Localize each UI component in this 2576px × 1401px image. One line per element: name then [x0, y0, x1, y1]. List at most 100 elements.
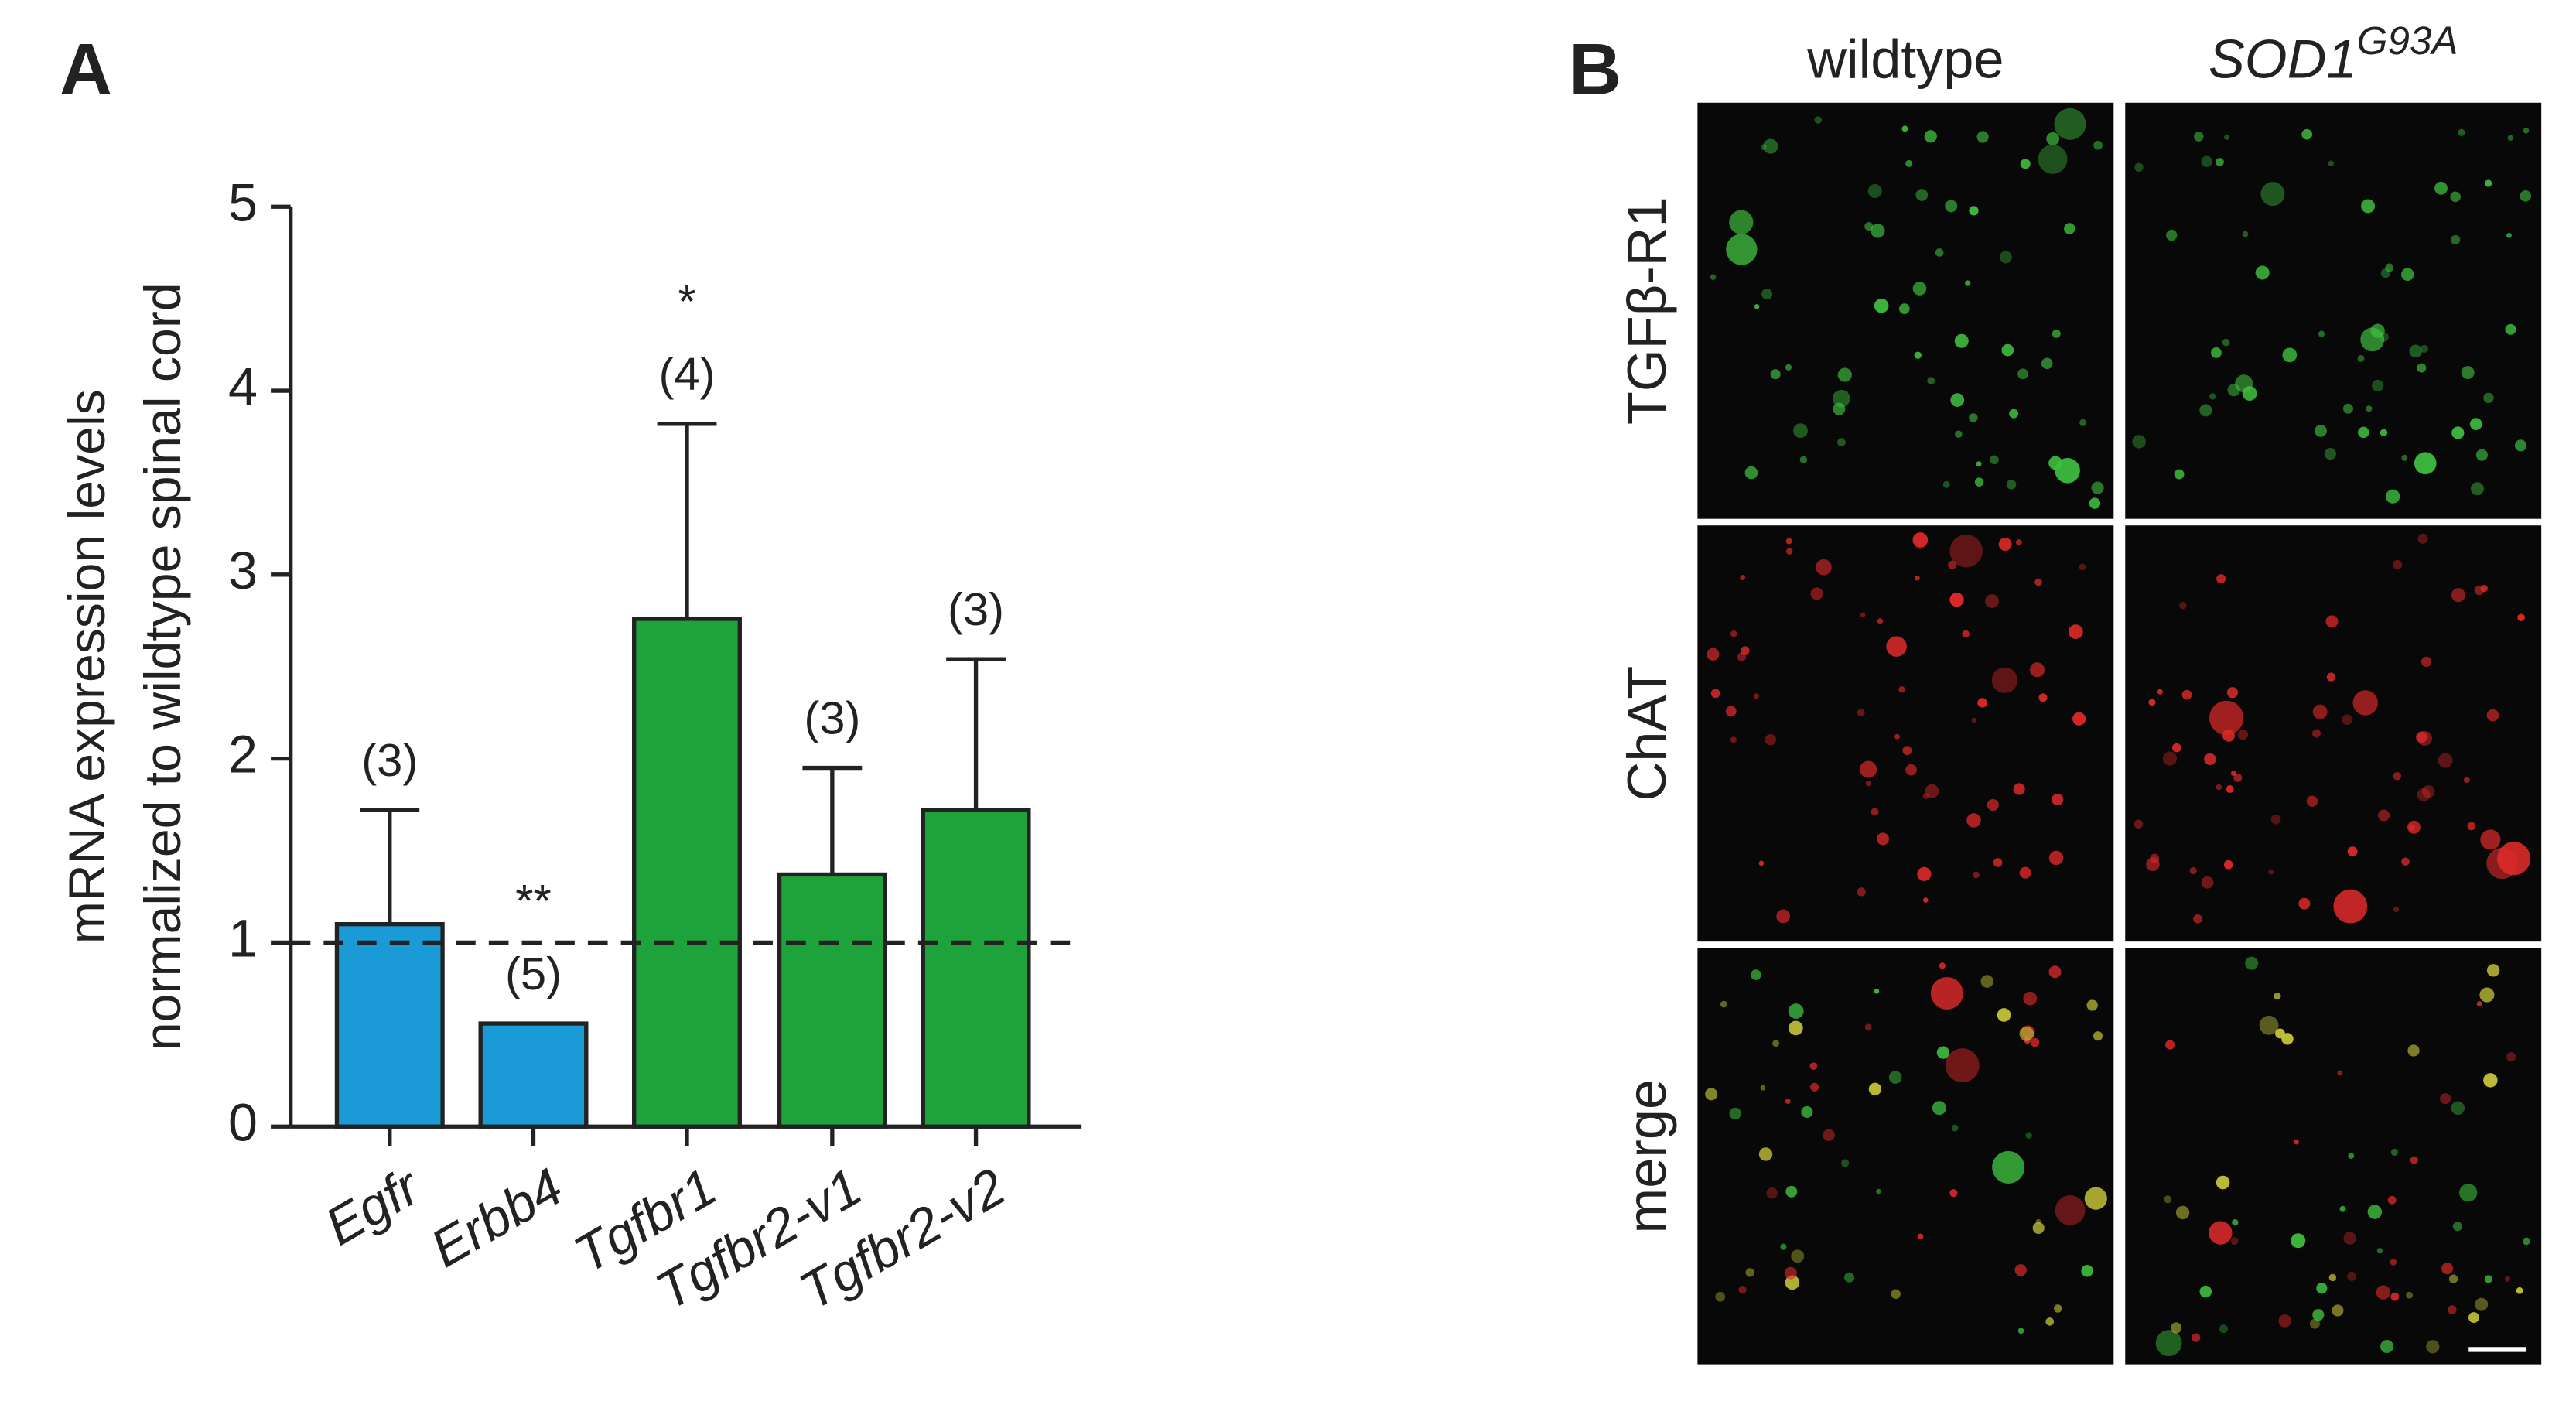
cell: [2348, 1153, 2355, 1159]
cell: [2162, 751, 2178, 766]
cell: [2268, 869, 2274, 875]
cell: [2013, 783, 2025, 795]
cell: [2434, 181, 2448, 195]
cell: [1923, 897, 1929, 903]
cell: [2347, 846, 2358, 857]
cell: [2048, 965, 2062, 979]
cell: [1857, 709, 1865, 717]
cell: [1776, 909, 1791, 924]
cell: [1791, 1249, 1805, 1263]
cell: [1730, 630, 1737, 637]
y-tick-label: 5: [228, 173, 258, 232]
cell: [2316, 1283, 2328, 1294]
cell: [2242, 231, 2249, 237]
cell: [2081, 1265, 2093, 1277]
cell: [1761, 289, 1773, 300]
cell: [2209, 393, 2216, 400]
cell: [1837, 438, 1846, 446]
cell: [2417, 533, 2428, 544]
row-label: TGFβ-R1: [1616, 196, 1677, 425]
cell: [2360, 327, 2385, 352]
cell: [1784, 1266, 1797, 1280]
cell: [2175, 1205, 2190, 1220]
cell: [1823, 1129, 1835, 1141]
cell: [1886, 636, 1907, 657]
cell: [1715, 1291, 1726, 1302]
cell: [1962, 630, 1970, 638]
cell: [2093, 1031, 2103, 1041]
cell: [2301, 128, 2313, 140]
cell: [1901, 125, 1908, 132]
cell: [1992, 1150, 2025, 1184]
cell: [2091, 481, 2104, 494]
cell: [1999, 251, 2012, 264]
cell: [2380, 429, 2388, 437]
cell: [2328, 160, 2335, 166]
cell: [1766, 1187, 1778, 1199]
cell: [2192, 1333, 2201, 1342]
cell: [1935, 248, 1944, 257]
cell: [2440, 1093, 2451, 1105]
cell: [1770, 369, 1781, 380]
cell: [2025, 1132, 2032, 1139]
cell: [1785, 364, 1792, 371]
cell: [1816, 559, 1832, 576]
cell: [2514, 439, 2527, 452]
cell: [1912, 282, 1927, 296]
cell: [1945, 200, 1958, 213]
cell: [2469, 418, 2482, 430]
cell: [1894, 733, 1900, 740]
cell: [2315, 425, 2327, 437]
cell: [1874, 989, 1880, 994]
cell: [1844, 1272, 1855, 1283]
cell: [1876, 1188, 1881, 1194]
cell: [2306, 795, 2318, 807]
cell: [2451, 426, 2465, 439]
column-label: wildtype: [1806, 28, 2004, 89]
cell: [2486, 964, 2500, 977]
cell: [2407, 1044, 2420, 1057]
bar: [632, 617, 742, 1129]
cell: [2376, 1285, 2391, 1300]
cell: [2343, 1232, 2356, 1245]
cell: [2216, 1175, 2230, 1190]
cell: [2242, 386, 2257, 402]
cell: [2406, 1291, 2414, 1299]
cell: [2393, 772, 2402, 781]
cell: [1950, 393, 1965, 407]
cell: [1949, 593, 1964, 607]
cell: [1720, 1000, 1727, 1008]
cell: [2282, 347, 2298, 363]
cell: [2055, 458, 2080, 484]
cell: [2309, 1318, 2320, 1329]
cell: [1898, 303, 1910, 314]
cell: [2328, 1273, 2337, 1282]
cell: [2023, 991, 2038, 1006]
cell: [1977, 698, 1987, 708]
cell: [2479, 987, 2495, 1003]
cell: [1799, 456, 1808, 463]
cell: [2068, 624, 2083, 639]
cell: [1891, 1289, 1901, 1299]
cell: [2015, 539, 2022, 546]
cell: [2507, 135, 2514, 141]
cell: [2468, 1312, 2479, 1324]
cell: [1814, 116, 1823, 124]
cell: [2448, 1305, 2457, 1314]
cell: [2461, 366, 2475, 380]
cell: [2134, 162, 2144, 172]
bar: [334, 921, 445, 1129]
cell: [2352, 690, 2378, 716]
cell: [2132, 435, 2146, 449]
cell: [2194, 132, 2204, 142]
cell: [2093, 140, 2103, 150]
cell: [2450, 234, 2461, 245]
cell: [2164, 1195, 2172, 1204]
cell: [2459, 1184, 2478, 1202]
cell: [2324, 448, 2336, 460]
cell: [2216, 158, 2224, 166]
cell: [1915, 189, 1929, 201]
cell: [1865, 781, 1871, 787]
cell: [1942, 480, 1950, 488]
cell: [2009, 408, 2019, 419]
